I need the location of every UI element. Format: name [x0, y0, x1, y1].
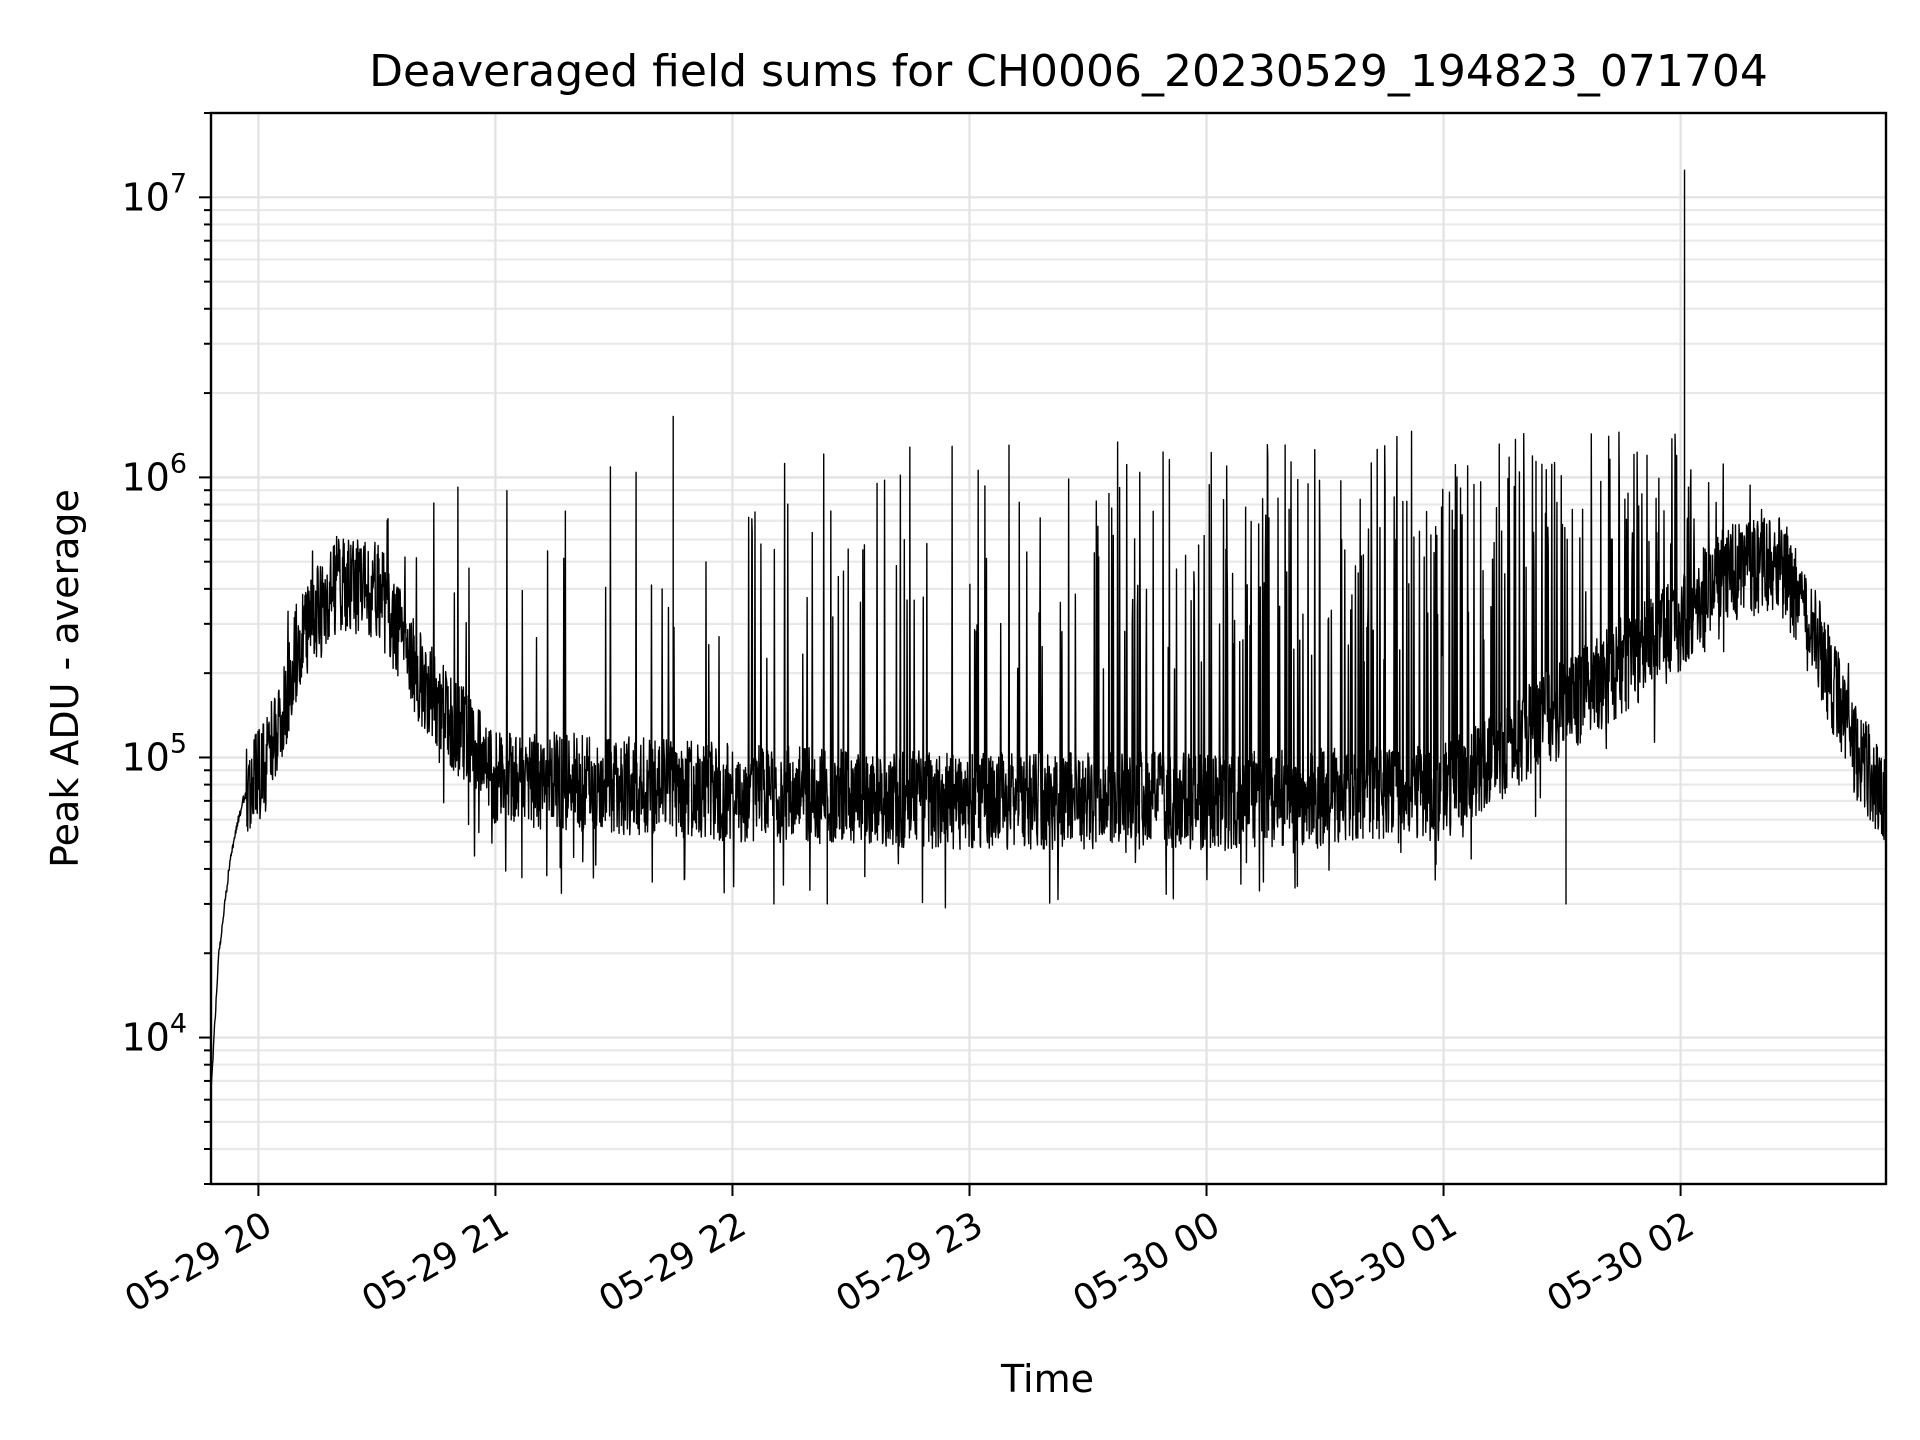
grid: [211, 111, 1886, 1186]
y-tick-label: 104: [121, 1009, 187, 1060]
y-tick-label: 107: [121, 168, 187, 219]
plot-area: [211, 169, 1886, 1089]
x-axis-label: Time: [1000, 1357, 1094, 1401]
chart-title: Deaveraged field sums for CH0006_2023052…: [369, 46, 1768, 97]
y-axis-label: Peak ADU - average: [43, 489, 87, 868]
y-tick-label: 106: [121, 448, 187, 499]
series-line: [211, 169, 1886, 1089]
plot-frame: [209, 111, 1888, 1186]
y-tick-label: 105: [121, 728, 187, 779]
